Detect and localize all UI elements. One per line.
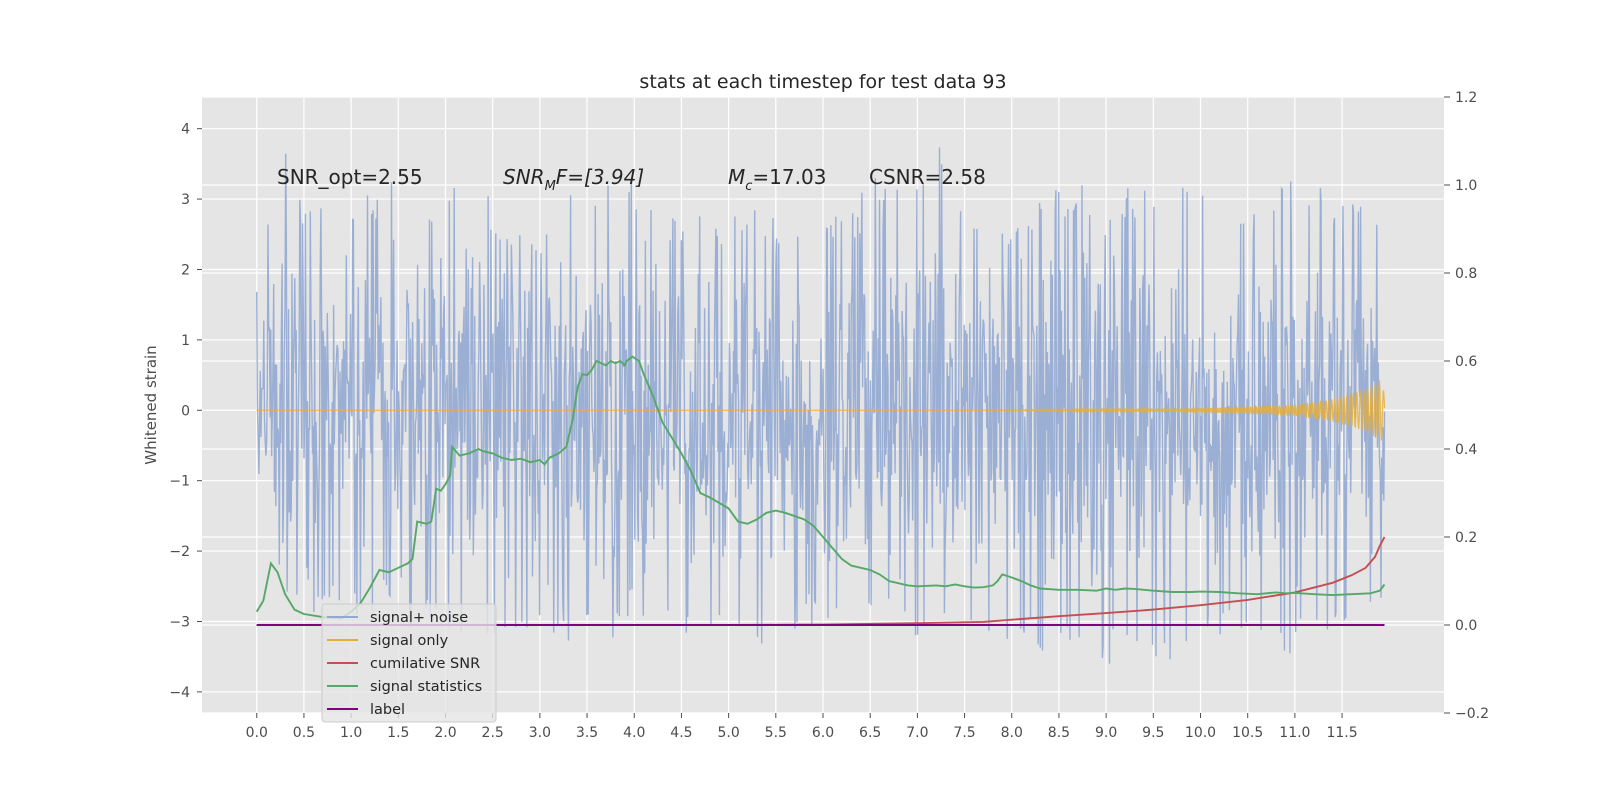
y2-tick-label: 0.6 [1455,354,1477,370]
x-tick-label: 8.0 [1001,725,1023,741]
legend-label-signal-only: signal only [370,633,449,649]
x-tick-label: 6.5 [859,725,881,741]
y2-tick-label: 1.0 [1455,178,1477,194]
x-tick-label: 1.0 [340,725,362,741]
x-tick-label: 7.5 [953,725,975,741]
x-tick-label: 5.5 [765,725,787,741]
x-tick-label: 11.5 [1326,725,1357,741]
y2-axis-ticks: 1.2 1.0 0.8 0.6 0.4 0.2 0.0 −0.2 [1444,90,1489,722]
x-tick-label: 9.0 [1095,725,1117,741]
x-tick-label: 0.0 [246,725,268,741]
x-tick-label: 4.0 [623,725,645,741]
y-axis-label: Whitened strain [142,345,160,464]
series-signal-only [256,380,1386,441]
x-tick-label: 5.0 [717,725,739,741]
y-tick-label: −3 [169,614,190,630]
legend-label-signal-statistics: signal statistics [370,679,482,695]
y-axis-ticks: 4 3 2 1 0 −1 −2 −3 −4 [169,122,202,701]
annotation-snr-mf: SNRMF=[3.94] [503,165,644,194]
y2-tick-label: 0.2 [1455,530,1477,546]
legend-label-cumilative-snr: cumilative SNR [370,656,480,672]
y2-tick-label: 0.0 [1455,618,1477,634]
y2-tick-label: 1.2 [1455,90,1477,106]
annotation-csnr: CSNR=2.58 [869,165,986,189]
legend-label-label: label [370,702,405,718]
series-cumilative-snr [256,536,1386,626]
annotations: SNR_opt=2.55 SNRMF=[3.94] Mc=17.03 CSNR=… [277,165,986,194]
y-tick-label: −4 [169,685,190,701]
x-tick-label: 3.5 [576,725,598,741]
y2-tick-label: −0.2 [1455,706,1489,722]
annotation-snr-opt: SNR_opt=2.55 [277,165,423,189]
x-tick-label: 0.5 [293,725,315,741]
y2-tick-label: 0.4 [1455,442,1477,458]
series-signal-noise [256,147,1386,664]
legend-label-signal-noise: signal+ noise [370,610,468,626]
y2-tick-label: 0.8 [1455,266,1477,282]
x-axis-ticks: 0.0 0.5 1.0 1.5 2.0 2.5 3.0 3.5 4.0 4.5 5.0 5.5 6.0 6… [246,713,1358,741]
y-tick-label: 4 [181,122,190,138]
x-tick-label: 11.0 [1279,725,1310,741]
x-tick-label: 9.5 [1142,725,1164,741]
x-tick-label: 2.5 [482,725,504,741]
x-tick-label: 2.0 [434,725,456,741]
x-tick-label: 1.5 [387,725,409,741]
series-signal-statistics [255,355,1386,620]
x-tick-label: 3.0 [529,725,551,741]
y-tick-label: 1 [181,333,190,349]
y-tick-label: −1 [169,474,190,490]
y-tick-label: −2 [169,544,190,560]
y-tick-label: 2 [181,262,190,278]
x-tick-label: 10.5 [1232,725,1263,741]
x-tick-label: 10.0 [1185,725,1216,741]
legend: signal+ noise signal only cumilative SNR… [321,603,497,723]
x-tick-label: 7.0 [906,725,928,741]
x-tick-label: 8.5 [1048,725,1070,741]
legend-box [321,603,497,723]
y-tick-label: 3 [181,192,190,208]
x-tick-label: 4.5 [670,725,692,741]
y-tick-label: 0 [181,403,190,419]
x-tick-label: 6.0 [812,725,834,741]
annotation-chirp-mass: Mc=17.03 [728,165,826,194]
chart-title: stats at each timestep for test data 93 [639,71,1006,93]
